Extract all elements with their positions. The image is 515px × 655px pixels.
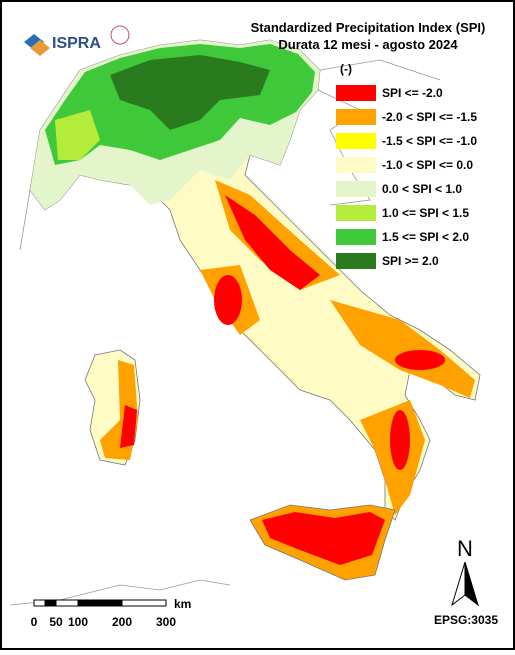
north-label: N: [457, 536, 473, 561]
logo-icon: [30, 40, 50, 56]
north-arrow: N: [451, 536, 479, 607]
legend-swatch: [336, 157, 376, 173]
projection: EPSG:3035: [434, 613, 498, 627]
logo-text: ISPRA: [52, 35, 101, 52]
legend-label: 0.0 < SPI < 1.0: [382, 182, 462, 196]
arrow-right: [464, 561, 479, 607]
partner-logo: [110, 25, 130, 45]
legend-label: 1.0 <= SPI < 1.5: [382, 206, 469, 220]
legend-label: SPI <= -2.0: [382, 86, 443, 100]
legend-label: -1.0 < SPI <= 0.0: [382, 158, 473, 172]
legend-unit: (-): [340, 62, 352, 76]
scale-segment: [55, 599, 79, 607]
subtitle: Durata 12 mesi - agosto 2024: [278, 37, 458, 52]
scale-bar: 0 50 100 200 300 km: [31, 597, 192, 629]
basemap: [9, 59, 441, 606]
scale-segment: [77, 599, 123, 607]
scale-segment: [33, 599, 46, 607]
legend-swatch: [336, 133, 376, 149]
legend-label: 1.5 <= SPI < 2.0: [382, 230, 469, 244]
legend-swatch: [336, 181, 376, 197]
legend-label: SPI >= 2.0: [382, 254, 439, 268]
scale-unit: km: [174, 597, 191, 611]
legend: SPI <= -2.0 -2.0 < SPI <= -1.5 -1.5 < SPI …: [336, 85, 477, 269]
legend-swatch: [336, 109, 376, 125]
legend-swatch: [336, 205, 376, 221]
legend-swatch: [336, 253, 376, 269]
scale-label: 0: [31, 615, 38, 629]
legend-label: -1.5 < SPI <= -1.0: [382, 134, 477, 148]
legend-label: -2.0 < SPI <= -1.5: [382, 110, 477, 124]
legend-swatch: [336, 85, 376, 101]
scale-label: 300: [156, 615, 176, 629]
italy-map: [29, 39, 481, 581]
title: Standardized Precipitation Index (SPI): [251, 20, 486, 35]
scale-label: 50: [49, 615, 63, 629]
legend-swatch: [336, 229, 376, 245]
scale-label: 100: [68, 615, 88, 629]
scale-segment: [121, 599, 167, 607]
logo: ISPRA: [24, 25, 130, 56]
scale-label: 200: [112, 615, 132, 629]
